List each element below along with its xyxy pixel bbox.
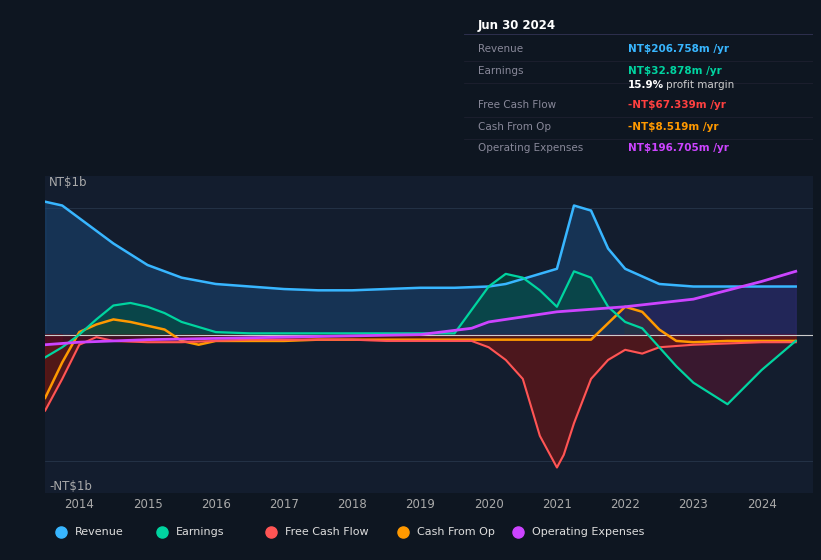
Text: NT$206.758m /yr: NT$206.758m /yr bbox=[628, 44, 729, 54]
Text: -NT$67.339m /yr: -NT$67.339m /yr bbox=[628, 100, 726, 110]
Text: Earnings: Earnings bbox=[478, 66, 523, 76]
Text: Free Cash Flow: Free Cash Flow bbox=[285, 527, 368, 537]
Text: 15.9%: 15.9% bbox=[628, 80, 664, 90]
Text: Revenue: Revenue bbox=[478, 44, 523, 54]
Text: -NT$1b: -NT$1b bbox=[49, 480, 92, 493]
Text: NT$32.878m /yr: NT$32.878m /yr bbox=[628, 66, 722, 76]
Text: NT$1b: NT$1b bbox=[49, 176, 88, 189]
Text: Cash From Op: Cash From Op bbox=[478, 122, 551, 132]
Text: Free Cash Flow: Free Cash Flow bbox=[478, 100, 556, 110]
Text: Operating Expenses: Operating Expenses bbox=[532, 527, 644, 537]
Text: Jun 30 2024: Jun 30 2024 bbox=[478, 19, 556, 32]
Text: Operating Expenses: Operating Expenses bbox=[478, 143, 583, 153]
Text: -NT$8.519m /yr: -NT$8.519m /yr bbox=[628, 122, 718, 132]
Text: Revenue: Revenue bbox=[76, 527, 124, 537]
Text: profit margin: profit margin bbox=[667, 80, 735, 90]
Text: NT$196.705m /yr: NT$196.705m /yr bbox=[628, 143, 729, 153]
Text: Earnings: Earnings bbox=[177, 527, 225, 537]
Text: Cash From Op: Cash From Op bbox=[417, 527, 495, 537]
